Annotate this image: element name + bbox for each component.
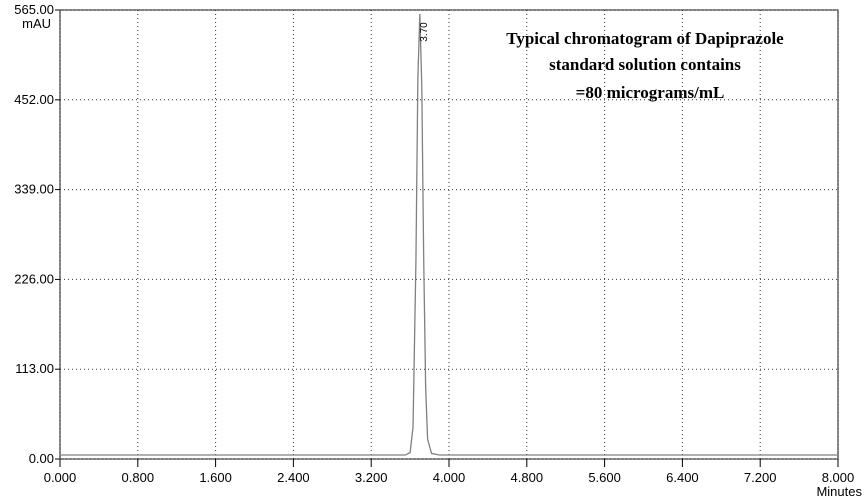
x-tick-label: 5.600 [588, 470, 621, 485]
x-tick-label: 4.000 [433, 470, 466, 485]
y-tick-label: 113.00 [15, 361, 54, 376]
x-tick-label: 0.800 [122, 470, 155, 485]
x-tick-label: 1.600 [199, 470, 232, 485]
y-tick-label: 339.00 [14, 182, 54, 197]
x-tick-label: 6.400 [666, 470, 699, 485]
x-axis-title: Minutes [816, 484, 862, 499]
y-tick-label: 0.00 [29, 451, 54, 466]
chart-title: Typical chromatogram of Dapiprazole [506, 29, 784, 48]
y-tick-label: 452.00 [14, 92, 54, 107]
y-tick-label: 226.00 [14, 271, 54, 286]
y-tick-label: 565.00 [14, 2, 54, 17]
chart-title: standard solution contains [549, 55, 741, 74]
peak-label: 3.70 [419, 22, 430, 42]
y-axis-title: mAU [22, 16, 51, 31]
x-tick-label: 7.200 [744, 470, 777, 485]
signal-line [60, 13, 838, 456]
x-tick-label: 4.800 [511, 470, 544, 485]
x-tick-label: 0.000 [44, 470, 77, 485]
chart-title: =80 micrograms/mL [576, 83, 725, 102]
x-tick-label: 2.400 [277, 470, 310, 485]
x-tick-label: 8.000 [822, 470, 855, 485]
x-tick-label: 3.200 [355, 470, 388, 485]
